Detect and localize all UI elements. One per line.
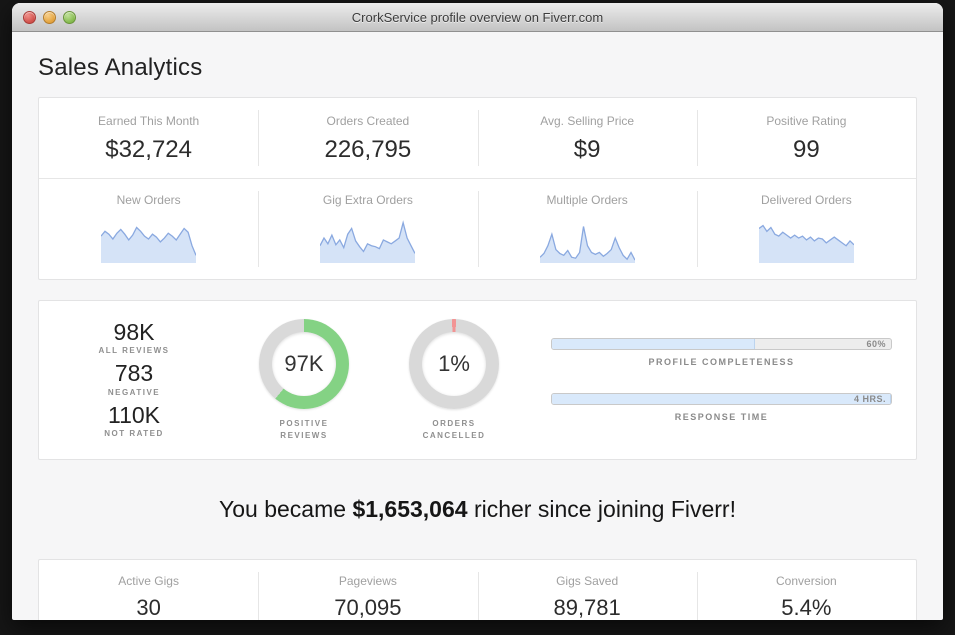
bottom-stats-card: Active Gigs 30 Pageviews 70,095 Gigs Sav… [38,559,917,620]
close-button[interactable] [23,11,36,24]
profile-completeness-bar: 60% [551,338,892,350]
donut-label: ORDERS CANCELLED [379,418,529,442]
stat-label: Conversion [776,574,837,588]
donut-label-line: REVIEWS [280,430,328,440]
app-window: CrorkService profile overview on Fiverr.… [12,3,943,620]
stat-value: 30 [136,595,161,620]
stat-label: Earned This Month [98,114,200,128]
all-reviews-stat: 98K ALL REVIEWS [39,319,229,356]
positive-reviews-donut-block: 97K POSITIVE REVIEWS [229,318,379,442]
reviews-performance-card: 98K ALL REVIEWS 783 NEGATIVE 110K NOT RA… [38,300,917,460]
stat-value: 89,781 [553,595,621,620]
sparkline-label: Multiple Orders [546,193,628,207]
stat-pageviews: Pageviews 70,095 [258,560,477,620]
donut-center-value: 97K [284,350,324,376]
negative-reviews-stat: 783 NEGATIVE [39,360,229,397]
stat-label: Orders Created [326,114,410,128]
window-title: CrorkService profile overview on Fiverr.… [351,9,604,25]
content-area: Sales Analytics Earned This Month $32,72… [12,32,943,620]
sparkline-gig-extra-orders-block: Gig Extra Orders [258,179,477,279]
progress-fill [552,394,891,404]
bottom-stats-row: Active Gigs 30 Pageviews 70,095 Gigs Sav… [39,560,916,620]
stat-avg-selling-price: Avg. Selling Price $9 [477,98,697,178]
sparkline-delivered-orders-block: Delivered Orders [696,179,916,279]
stat-earned-this-month: Earned This Month $32,724 [39,98,258,178]
stat-value: $32,724 [105,136,192,163]
stat-label: Avg. Selling Price [540,114,635,128]
sparkline-multiple-orders-block: Multiple Orders [477,179,697,279]
window-titlebar[interactable]: CrorkService profile overview on Fiverr.… [12,3,943,32]
sparkline-new-orders-block: New Orders [39,179,258,279]
stat-value: 99 [793,136,820,163]
gig-extra-orders-sparkline [320,215,416,263]
orders-cancelled-donut-block: 1% ORDERS CANCELLED [379,318,529,442]
stat-conversion: Conversion 5.4% [696,560,916,620]
stat-value: 226,795 [324,136,412,163]
reviews-summary: 98K ALL REVIEWS 783 NEGATIVE 110K NOT RA… [39,316,229,444]
progress-label: RESPONSE TIME [674,412,769,422]
sparkline-label: Gig Extra Orders [322,193,413,207]
donut-label-line: POSITIVE [279,418,329,428]
stat-positive-rating: Positive Rating 99 [696,98,916,178]
delivered-orders-sparkline [758,215,854,263]
profile-completeness-group: 60% PROFILE COMPLETENESS [551,338,892,367]
performance-bars: 60% PROFILE COMPLETENESS 4 HRS. RESPONSE… [529,338,916,422]
progress-label: PROFILE COMPLETENESS [648,357,795,367]
sparkline-label: New Orders [116,193,181,207]
sparklines-row: New Orders Gig Extra Orders Multiple Ord… [39,178,916,279]
earnings-headline: You became $1,653,064 richer since joini… [38,496,917,523]
stat-label: Positive Rating [766,114,847,128]
stat-gigs-saved: Gigs Saved 89,781 [477,560,697,620]
stat-orders-created: Orders Created 226,795 [258,98,477,178]
not-rated-reviews-stat: 110K NOT RATED [39,401,229,438]
response-time-group: 4 HRS. RESPONSE TIME [551,393,892,422]
headline-amount: $1,653,064 [352,496,468,522]
page-title: Sales Analytics [38,54,203,81]
new-orders-sparkline [101,215,197,263]
donut-label-line: ORDERS [432,418,476,428]
donut-label-line: CANCELLED [422,430,486,440]
stat-value: 783 [114,360,154,387]
donut-hole: 97K [272,331,336,396]
stat-label: ALL REVIEWS [98,346,170,356]
stat-label: Pageviews [338,574,397,588]
stat-active-gigs: Active Gigs 30 [39,560,258,620]
progress-value: 60% [866,339,886,349]
minimize-button[interactable] [43,11,56,24]
stats-sparklines-card: Earned This Month $32,724 Orders Created… [38,97,917,280]
headline-suffix: richer since joining Fiverr! [467,496,736,522]
orders-cancelled-donut-chart: 1% [409,318,499,409]
top-stats-row: Earned This Month $32,724 Orders Created… [39,98,916,178]
stat-value: $9 [573,136,601,163]
progress-value: 4 HRS. [853,394,886,404]
progress-fill [552,339,756,349]
stat-label: Gigs Saved [556,574,619,588]
donut-hole: 1% [422,331,486,396]
stat-value: 70,095 [334,595,402,620]
stat-label: NEGATIVE [107,387,161,397]
donut-center-value: 1% [438,350,470,376]
stat-value: 110K [107,401,160,428]
positive-reviews-donut-chart: 97K [259,318,349,409]
stat-value: 98K [113,319,155,346]
stat-value: 5.4% [781,595,832,620]
sparkline-label: Delivered Orders [761,193,852,207]
response-time-bar: 4 HRS. [551,393,892,405]
multiple-orders-sparkline [539,215,635,263]
donut-label: POSITIVE REVIEWS [229,418,379,442]
headline-prefix: You became [219,496,353,522]
stat-label: Active Gigs [118,574,179,588]
zoom-button[interactable] [63,11,76,24]
stat-label: NOT RATED [104,428,164,438]
